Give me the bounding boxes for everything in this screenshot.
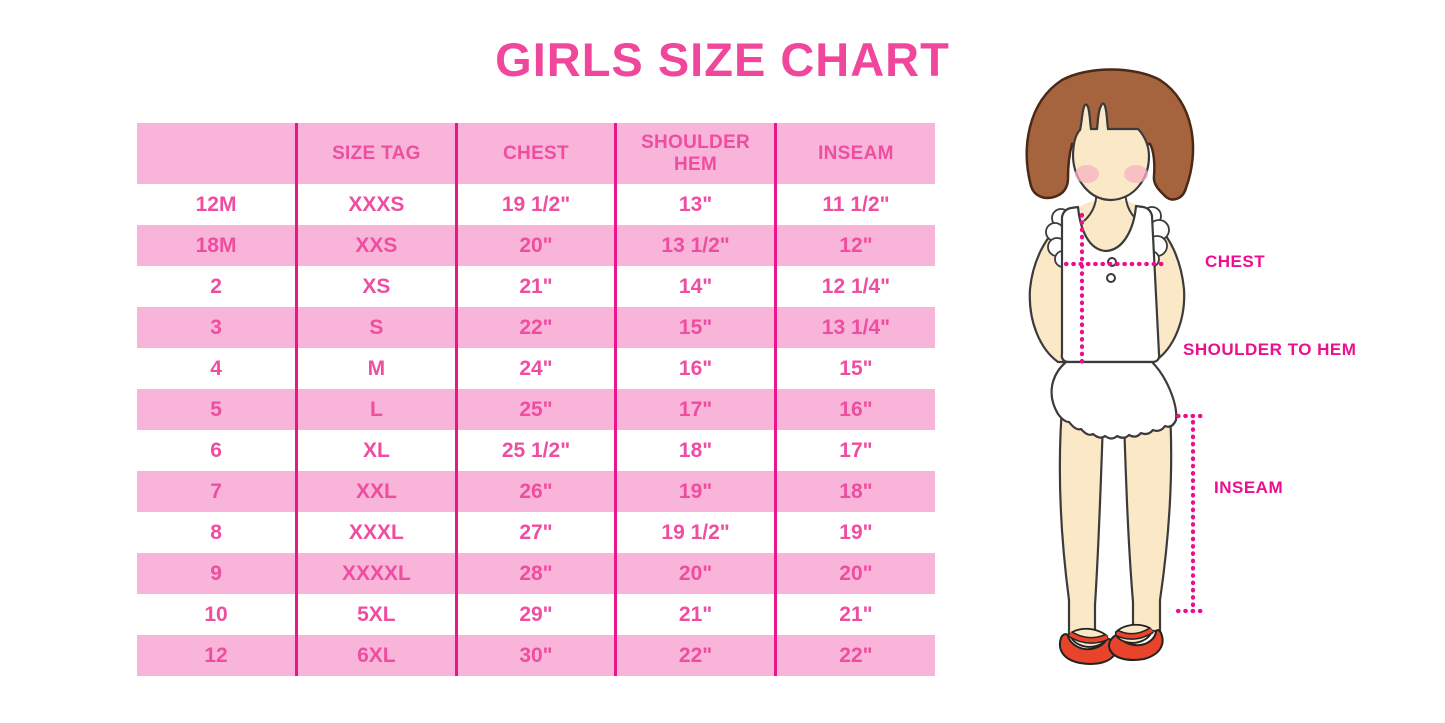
table-cell: 10 bbox=[204, 602, 228, 626]
table-cell: 16" bbox=[614, 348, 776, 389]
table-cell: 7 bbox=[137, 471, 297, 512]
table-cell: 22" bbox=[454, 307, 616, 348]
chest-label: CHEST bbox=[1205, 252, 1266, 271]
table-cell: 22" bbox=[773, 635, 935, 676]
table-cell: 15" bbox=[614, 307, 776, 348]
table-cell: XXXL bbox=[295, 512, 457, 553]
table-cell: XXS bbox=[295, 225, 457, 266]
table-cell: 25 1/2" bbox=[454, 430, 616, 471]
page-title: GIRLS SIZE CHART bbox=[495, 33, 950, 86]
table-cell: 21" bbox=[614, 594, 776, 635]
table-cell: 6 bbox=[210, 438, 222, 462]
table-cell: 19" bbox=[773, 512, 935, 553]
table-cell: 26" bbox=[454, 471, 616, 512]
table-row: 18M XXS 20" 13 1/2" 12" bbox=[137, 225, 935, 266]
size-chart-table: SIZE TAG CHEST SHOULDER HEM INSEAM 12M XXXS 1… bbox=[137, 123, 935, 676]
table-cell: 18" bbox=[614, 430, 776, 471]
blush-left bbox=[1075, 165, 1099, 183]
skirt-shape bbox=[1050, 360, 1178, 440]
table-row: 12 6XL 30" 22" 22" bbox=[137, 635, 935, 676]
table-cell: 18M bbox=[137, 225, 297, 266]
table-row: 5 L 25" 17" 16" bbox=[137, 389, 935, 430]
shoe-left bbox=[1059, 627, 1117, 665]
table-cell: 15" bbox=[773, 348, 935, 389]
table-row: 10 5XL 29" 21" 21" bbox=[137, 594, 935, 635]
table-cell: 4 bbox=[210, 356, 222, 380]
table-cell: 16" bbox=[773, 389, 935, 430]
table-cell: 21" bbox=[773, 594, 935, 635]
column-header: SIZE TAG bbox=[295, 123, 457, 184]
table-cell: XXXS bbox=[295, 184, 457, 225]
table-row: 6 XL 25 1/2" 18" 17" bbox=[137, 430, 935, 471]
table-cell: 5 bbox=[137, 389, 297, 430]
table-cell: 12 bbox=[137, 635, 297, 676]
column-header: CHEST bbox=[454, 123, 616, 184]
table-cell: 2 bbox=[210, 274, 222, 298]
table-cell: 19 1/2" bbox=[614, 512, 776, 553]
shoulder-to-hem-label: SHOULDER TO HEM bbox=[1183, 340, 1357, 359]
table-cell: 6XL bbox=[295, 635, 457, 676]
blush-right bbox=[1124, 165, 1148, 183]
table-cell: 29" bbox=[454, 594, 616, 635]
table-cell: 18" bbox=[773, 471, 935, 512]
table-row: 12M XXXS 19 1/2" 13" 11 1/2" bbox=[137, 184, 935, 225]
table-cell: XXXXL bbox=[295, 553, 457, 594]
table-cell: XL bbox=[295, 430, 457, 471]
column-header: INSEAM bbox=[773, 123, 935, 184]
table-cell: 13" bbox=[614, 184, 776, 225]
table-cell: 17" bbox=[614, 389, 776, 430]
table-row: 2 XS 21" 14" 12 1/4" bbox=[137, 266, 935, 307]
column-header bbox=[137, 123, 297, 184]
table-cell: 13 1/4" bbox=[773, 307, 935, 348]
table-cell: 21" bbox=[454, 266, 616, 307]
table-cell: 24" bbox=[454, 348, 616, 389]
girl-figure-illustration bbox=[1025, 68, 1206, 665]
table-cell: 25" bbox=[454, 389, 616, 430]
table-header: SIZE TAG CHEST SHOULDER HEM INSEAM bbox=[137, 123, 935, 184]
table-cell: 27" bbox=[454, 512, 616, 553]
table-cell: 14" bbox=[614, 266, 776, 307]
table-cell: 19" bbox=[614, 471, 776, 512]
table-row: 4 M 24" 16" 15" bbox=[137, 348, 935, 389]
shoe-right bbox=[1108, 623, 1164, 661]
table-cell: 9 bbox=[137, 553, 297, 594]
table-cell: 20" bbox=[454, 225, 616, 266]
table-cell: 20" bbox=[773, 553, 935, 594]
table-cell: XS bbox=[295, 266, 457, 307]
button-bottom bbox=[1106, 273, 1116, 283]
table-row: 8 XXXL 27" 19 1/2" 19" bbox=[137, 512, 935, 553]
table-cell: 3 bbox=[137, 307, 297, 348]
table-cell: 28" bbox=[454, 553, 616, 594]
table-cell: XXL bbox=[295, 471, 457, 512]
table-cell: 19 1/2" bbox=[454, 184, 616, 225]
table-cell: 12M bbox=[195, 192, 237, 216]
table-cell: M bbox=[295, 348, 457, 389]
table-cell: 17" bbox=[773, 430, 935, 471]
table-cell: 20" bbox=[614, 553, 776, 594]
table-row: 7 XXL 26" 19" 18" bbox=[137, 471, 935, 512]
inseam-label: INSEAM bbox=[1214, 478, 1284, 497]
table-cell: 30" bbox=[454, 635, 616, 676]
table-cell: 13 1/2" bbox=[614, 225, 776, 266]
column-header: SHOULDER HEM bbox=[614, 123, 776, 184]
table-cell: 12 1/4" bbox=[773, 266, 935, 307]
table-row: 3 S 22" 15" 13 1/4" bbox=[137, 307, 935, 348]
table-cell: S bbox=[295, 307, 457, 348]
table-cell: 22" bbox=[614, 635, 776, 676]
table-cell: 12" bbox=[773, 225, 935, 266]
table-cell: 5XL bbox=[295, 594, 457, 635]
table-cell: 11 1/2" bbox=[773, 184, 935, 225]
table-row: 9 XXXXL 28" 20" 20" bbox=[137, 553, 935, 594]
table-cell: L bbox=[295, 389, 457, 430]
table-cell: 8 bbox=[210, 520, 222, 544]
